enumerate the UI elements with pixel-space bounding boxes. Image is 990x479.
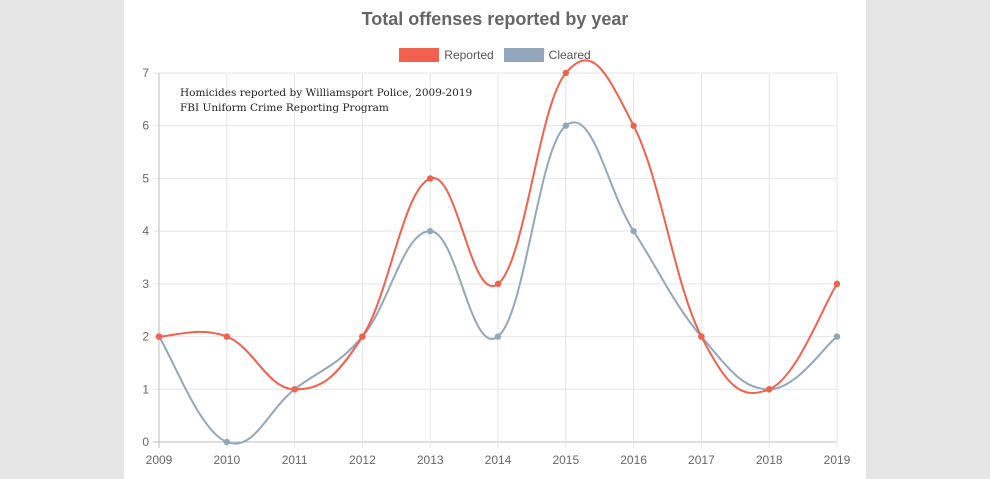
data-point-cleared-2019 (833, 333, 841, 340)
data-point-cleared-2016 (630, 227, 637, 235)
y-tick-label-6: 6 (142, 119, 149, 133)
data-point-reported-2015 (562, 69, 569, 77)
annotation-line-source: Homicides reported by Williamsport Polic… (180, 87, 473, 99)
data-point-reported-2018 (766, 386, 773, 393)
y-tick-label-5: 5 (142, 171, 149, 185)
data-point-reported-2009 (155, 333, 163, 340)
chart-annotation: Homicides reported by Williamsport Polic… (180, 86, 472, 116)
x-tick-label-2016: 2016 (620, 453, 647, 467)
legend-swatch-reported (399, 48, 440, 62)
data-point-cleared-2013 (427, 227, 434, 235)
data-point-cleared-2015 (562, 122, 569, 129)
data-point-reported-2014 (494, 280, 502, 288)
data-point-reported-2017 (698, 333, 705, 340)
data-point-reported-2013 (427, 175, 434, 182)
legend-item-reported[interactable]: Reported (399, 48, 494, 62)
annotation-line-program: FBI Uniform Crime Reporting Program (180, 102, 389, 114)
x-tick-label-2014: 2014 (485, 453, 512, 467)
x-tick-label-2019: 2019 (824, 453, 851, 467)
chart-title: Total offenses reported by year (361, 9, 629, 29)
data-point-reported-2016 (630, 122, 637, 129)
chart-panel (124, 0, 866, 479)
y-tick-label-0: 0 (142, 435, 149, 449)
y-tick-label-1: 1 (142, 382, 149, 396)
data-point-cleared-2014 (494, 333, 502, 340)
legend-label-cleared: Cleared (548, 48, 591, 62)
x-tick-label-2010: 2010 (213, 453, 240, 467)
x-tick-label-2018: 2018 (756, 453, 783, 467)
x-tick-label-2015: 2015 (552, 453, 579, 467)
x-tick-label-2011: 2011 (282, 453, 308, 467)
data-point-reported-2012 (359, 333, 366, 340)
data-point-reported-2011 (291, 386, 298, 393)
y-tick-label-2: 2 (142, 330, 149, 344)
data-point-reported-2010 (223, 333, 230, 340)
y-tick-label-7: 7 (142, 66, 149, 80)
x-tick-label-2009: 2009 (146, 453, 173, 467)
legend-label-reported: Reported (444, 48, 494, 62)
data-point-reported-2019 (833, 280, 841, 288)
x-tick-label-2013: 2013 (417, 453, 444, 467)
x-tick-label-2012: 2012 (349, 453, 376, 467)
x-tick-label-2017: 2017 (688, 453, 715, 467)
data-point-cleared-2010 (223, 438, 230, 446)
y-tick-label-4: 4 (142, 224, 149, 238)
y-tick-label-3: 3 (142, 277, 149, 291)
chart-legend: Reported Cleared (0, 48, 990, 62)
legend-swatch-cleared (503, 48, 544, 62)
legend-item-cleared[interactable]: Cleared (503, 48, 591, 62)
